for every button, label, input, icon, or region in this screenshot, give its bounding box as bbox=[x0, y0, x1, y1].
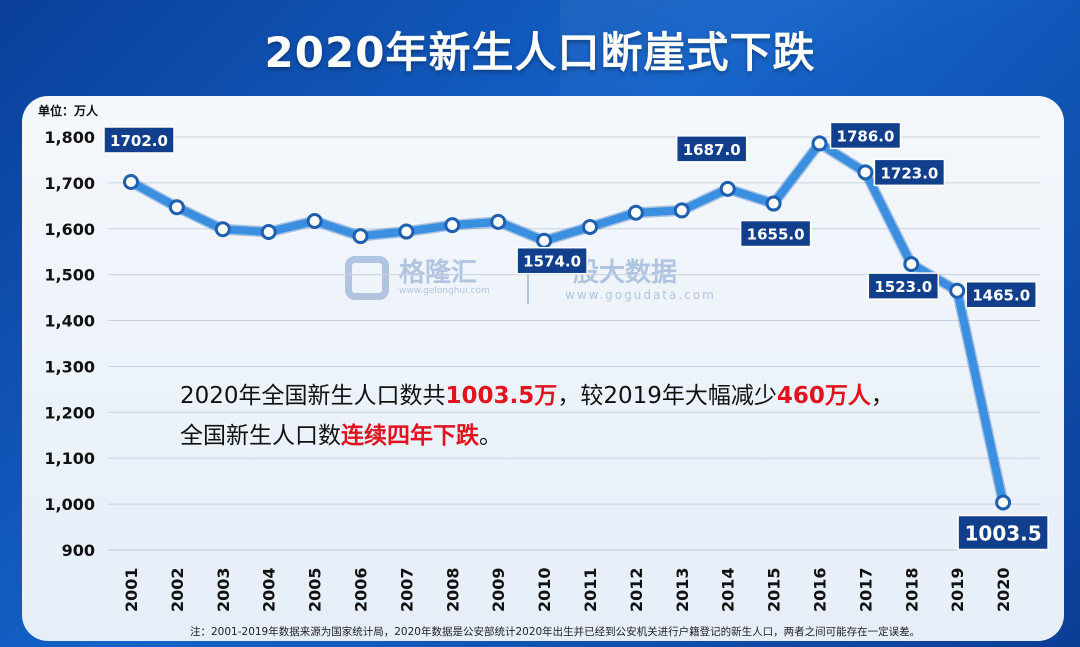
data-point bbox=[168, 199, 185, 216]
data-label: 1687.0 bbox=[683, 141, 741, 159]
data-label: 1465.0 bbox=[972, 287, 1030, 305]
gelonghui-logo-icon bbox=[345, 256, 389, 300]
x-tick-label: 2002 bbox=[168, 567, 187, 612]
y-tick-label: 1,500 bbox=[44, 266, 95, 285]
watermark-right-text: 股大数据 bbox=[573, 258, 678, 288]
page-title: 2020年新生人口断崖式下跌 bbox=[264, 28, 816, 77]
data-point bbox=[444, 217, 461, 234]
x-tick-label: 2006 bbox=[352, 567, 371, 612]
annotation-text: 全国新生人口数 bbox=[180, 423, 341, 449]
x-tick-label: 2010 bbox=[535, 567, 554, 612]
x-tick-label: 2005 bbox=[306, 567, 325, 612]
footnote: 注：2001-2019年数据来源为国家统计局，2020年数据是公安部统计2020… bbox=[190, 626, 921, 638]
y-tick-label: 1,100 bbox=[44, 449, 95, 468]
data-point bbox=[260, 223, 277, 240]
y-tick-label: 1,200 bbox=[44, 403, 95, 422]
x-tick-label: 2020 bbox=[994, 567, 1013, 612]
data-label: 1523.0 bbox=[874, 278, 932, 296]
data-point bbox=[398, 223, 415, 240]
x-tick-label: 2007 bbox=[397, 567, 416, 612]
annotation-text: 。 bbox=[479, 423, 502, 449]
data-label-box bbox=[516, 246, 588, 275]
x-tick-label: 2013 bbox=[673, 567, 692, 612]
data-point bbox=[995, 494, 1012, 511]
data-point bbox=[123, 173, 139, 190]
x-tick-label: 2014 bbox=[719, 567, 738, 612]
data-point bbox=[306, 212, 323, 229]
data-label-box bbox=[873, 158, 946, 187]
annotation-highlight: 1003.5万 bbox=[445, 383, 558, 409]
data-label: 1003.5 bbox=[965, 522, 1042, 546]
annotation-text: ， bbox=[870, 383, 894, 409]
data-point bbox=[857, 164, 874, 181]
x-tick-label: 2009 bbox=[489, 567, 508, 612]
x-tick-label: 2008 bbox=[443, 567, 462, 612]
x-tick-label: 2012 bbox=[627, 567, 646, 612]
y-tick-label: 900 bbox=[62, 541, 95, 560]
x-tick-label: 2018 bbox=[902, 567, 921, 612]
data-point bbox=[765, 195, 782, 212]
watermark-right-url: www.gogudata.com bbox=[565, 288, 716, 302]
x-tick-label: 2004 bbox=[260, 567, 279, 612]
x-tick-label: 2016 bbox=[811, 567, 830, 612]
data-point bbox=[627, 204, 644, 221]
watermark-left-text: 格隆汇 bbox=[399, 258, 478, 288]
data-label-box bbox=[675, 135, 748, 163]
y-tick-label: 1,400 bbox=[44, 312, 95, 331]
annotation-highlight: 连续四年下跌 bbox=[341, 423, 479, 449]
data-point bbox=[490, 213, 507, 230]
annotation: 2020年全国新生人口数共1003.5万，较2019年大幅减少460万人， 全国… bbox=[180, 376, 1000, 456]
y-tick-label: 1,800 bbox=[44, 128, 95, 147]
x-tick-label: 2015 bbox=[765, 567, 784, 612]
x-tick-label: 2001 bbox=[122, 567, 141, 612]
annotation-highlight: 460万人 bbox=[776, 383, 871, 409]
data-label-box bbox=[103, 126, 175, 154]
annotation-text: 2020年全国新生人口数共 bbox=[180, 383, 446, 409]
data-label: 1574.0 bbox=[523, 253, 581, 271]
data-label-box bbox=[957, 514, 1049, 551]
data-point bbox=[536, 232, 553, 249]
watermark-left-url: www.gelonghui.com bbox=[399, 286, 490, 296]
annotation-text: ，较2019年大幅减少 bbox=[557, 383, 777, 409]
data-point bbox=[352, 228, 369, 245]
y-axis-unit-label: 单位：万人 bbox=[38, 103, 99, 118]
data-point bbox=[949, 282, 966, 299]
y-tick-label: 1,300 bbox=[44, 357, 95, 376]
y-tick-label: 1,000 bbox=[44, 495, 95, 514]
y-tick-label: 1,600 bbox=[44, 220, 95, 239]
data-label: 1723.0 bbox=[880, 164, 938, 182]
data-label-box bbox=[739, 219, 812, 248]
data-point bbox=[582, 218, 598, 235]
data-label: 1786.0 bbox=[837, 127, 895, 145]
x-tick-label: 2019 bbox=[948, 567, 967, 612]
data-point bbox=[673, 202, 690, 219]
data-point bbox=[811, 135, 828, 152]
data-point bbox=[719, 180, 736, 197]
data-point bbox=[214, 221, 231, 238]
y-tick-label: 1,700 bbox=[44, 174, 95, 193]
data-label-box bbox=[829, 121, 902, 150]
x-tick-label: 2003 bbox=[214, 567, 233, 612]
data-label: 1655.0 bbox=[747, 226, 805, 244]
annotation-line-2: 全国新生人口数连续四年下跌。 bbox=[180, 416, 1000, 456]
x-tick-label: 2017 bbox=[856, 567, 875, 612]
data-point bbox=[903, 256, 920, 273]
data-label-box bbox=[965, 280, 1037, 309]
watermark: 格隆汇 www.gelonghui.com 股大数据 www.gogudata.… bbox=[345, 252, 725, 312]
x-tick-label: 2011 bbox=[581, 567, 600, 612]
data-label-box bbox=[867, 272, 940, 300]
watermark-divider bbox=[527, 256, 529, 304]
annotation-line-1: 2020年全国新生人口数共1003.5万，较2019年大幅减少460万人， bbox=[180, 376, 1000, 416]
data-label: 1702.0 bbox=[110, 132, 168, 150]
